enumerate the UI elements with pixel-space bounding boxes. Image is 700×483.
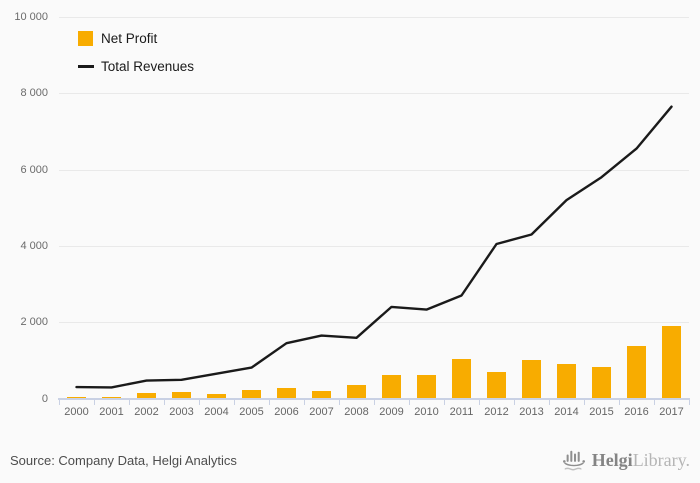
logo-text-helgi: Helgi [591,450,633,470]
x-axis-tick [304,399,305,405]
y-axis-tick-label: 4 000 [20,239,48,252]
bar-net-profit [487,371,506,399]
x-axis-tick-label: 2013 [519,405,544,418]
x-axis-tick [444,399,445,405]
x-axis-tick [479,399,480,405]
legend-label-total-revenues: Total Revenues [101,58,195,74]
x-axis-tick [584,399,585,405]
legend-item-total-revenues[interactable]: Total Revenues [78,52,194,80]
y-axis-tick-label: 10 000 [14,11,48,23]
x-axis-tick-label: 2017 [659,405,684,418]
gridline [59,322,689,324]
x-axis-tick-label: 2005 [239,405,264,418]
y-axis-tick-label: 0 [41,392,48,405]
x-axis-tick-label: 2003 [169,405,194,418]
x-axis-tick [549,399,550,405]
chart-footer: Source: Company Data, Helgi Analytics He… [0,442,700,478]
x-axis-tick [654,399,655,405]
x-axis-tick-label: 2000 [64,405,89,418]
bar-net-profit [277,388,296,399]
legend-item-net-profit[interactable]: Net Profit [78,24,194,52]
bar-net-profit [172,392,191,399]
x-axis-tick-label: 2002 [134,405,159,418]
x-axis-tick [619,399,620,405]
x-axis-tick [514,399,515,405]
source-text: Source: Company Data, Helgi Analytics [10,452,237,468]
bar-net-profit [382,374,401,399]
logo-text-library: Library. [632,450,690,470]
x-axis-tick-label: 2006 [274,405,299,418]
gridline [59,93,689,95]
x-axis-tick-label: 2008 [344,405,369,418]
x-axis-tick-label: 2001 [99,405,124,418]
x-axis-tick [129,399,130,405]
legend: Net Profit Total Revenues [78,24,194,80]
bar-net-profit [592,366,611,399]
total-revenues-line-icon [78,64,94,68]
x-axis-tick-label: 2012 [484,405,509,418]
x-axis-tick [409,399,410,405]
x-axis-line [58,397,690,400]
x-axis-tick [269,399,270,405]
gridline [59,245,689,247]
x-axis-tick-label: 2007 [309,405,334,418]
x-axis-tick [234,399,235,405]
x-axis-tick [689,399,690,405]
x-axis-tick-label: 2010 [414,405,439,418]
bar-net-profit [417,375,436,399]
bar-net-profit [557,363,576,399]
x-axis-tick-label: 2011 [449,405,474,418]
bar-net-profit [627,345,646,399]
bar-net-profit [207,393,226,399]
bar-net-profit [137,393,156,399]
helgi-ship-icon [562,450,585,471]
y-axis-tick-label: 2 000 [20,316,48,329]
y-axis-tick-label: 6 000 [20,163,48,176]
bar-net-profit [347,384,366,399]
y-axis-tick-label: 8 000 [20,87,48,100]
x-axis-tick-label: 2014 [554,405,579,418]
x-axis-tick [94,399,95,405]
bar-net-profit [312,390,331,399]
x-axis-tick [339,399,340,405]
x-axis-tick-label: 2015 [589,405,614,418]
x-axis-tick [59,399,60,405]
net-profit-swatch-icon [78,30,93,46]
x-axis-tick [374,399,375,405]
x-axis-tick-label: 2016 [624,405,649,418]
bar-net-profit [522,360,541,399]
gridline [59,169,689,171]
x-axis-tick [164,399,165,405]
x-axis-tick-label: 2004 [204,405,229,418]
logo-text: HelgiLibrary. [592,448,690,472]
bar-net-profit [452,358,471,399]
x-axis-tick-label: 2009 [379,405,404,418]
x-axis-tick [199,399,200,405]
bar-net-profit [242,389,261,399]
legend-label-net-profit: Net Profit [101,30,158,46]
gridline [59,17,689,18]
helgi-library-logo[interactable]: HelgiLibrary. [561,448,690,472]
bar-net-profit [662,326,681,399]
